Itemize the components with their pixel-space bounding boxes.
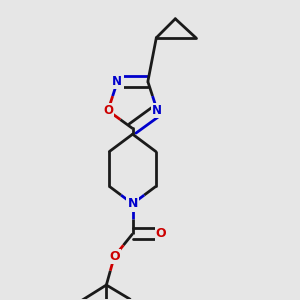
Text: N: N <box>152 104 162 117</box>
Text: O: O <box>109 250 120 263</box>
Text: N: N <box>128 197 138 210</box>
Text: N: N <box>112 75 122 88</box>
Text: O: O <box>103 104 113 117</box>
Text: O: O <box>156 227 167 240</box>
